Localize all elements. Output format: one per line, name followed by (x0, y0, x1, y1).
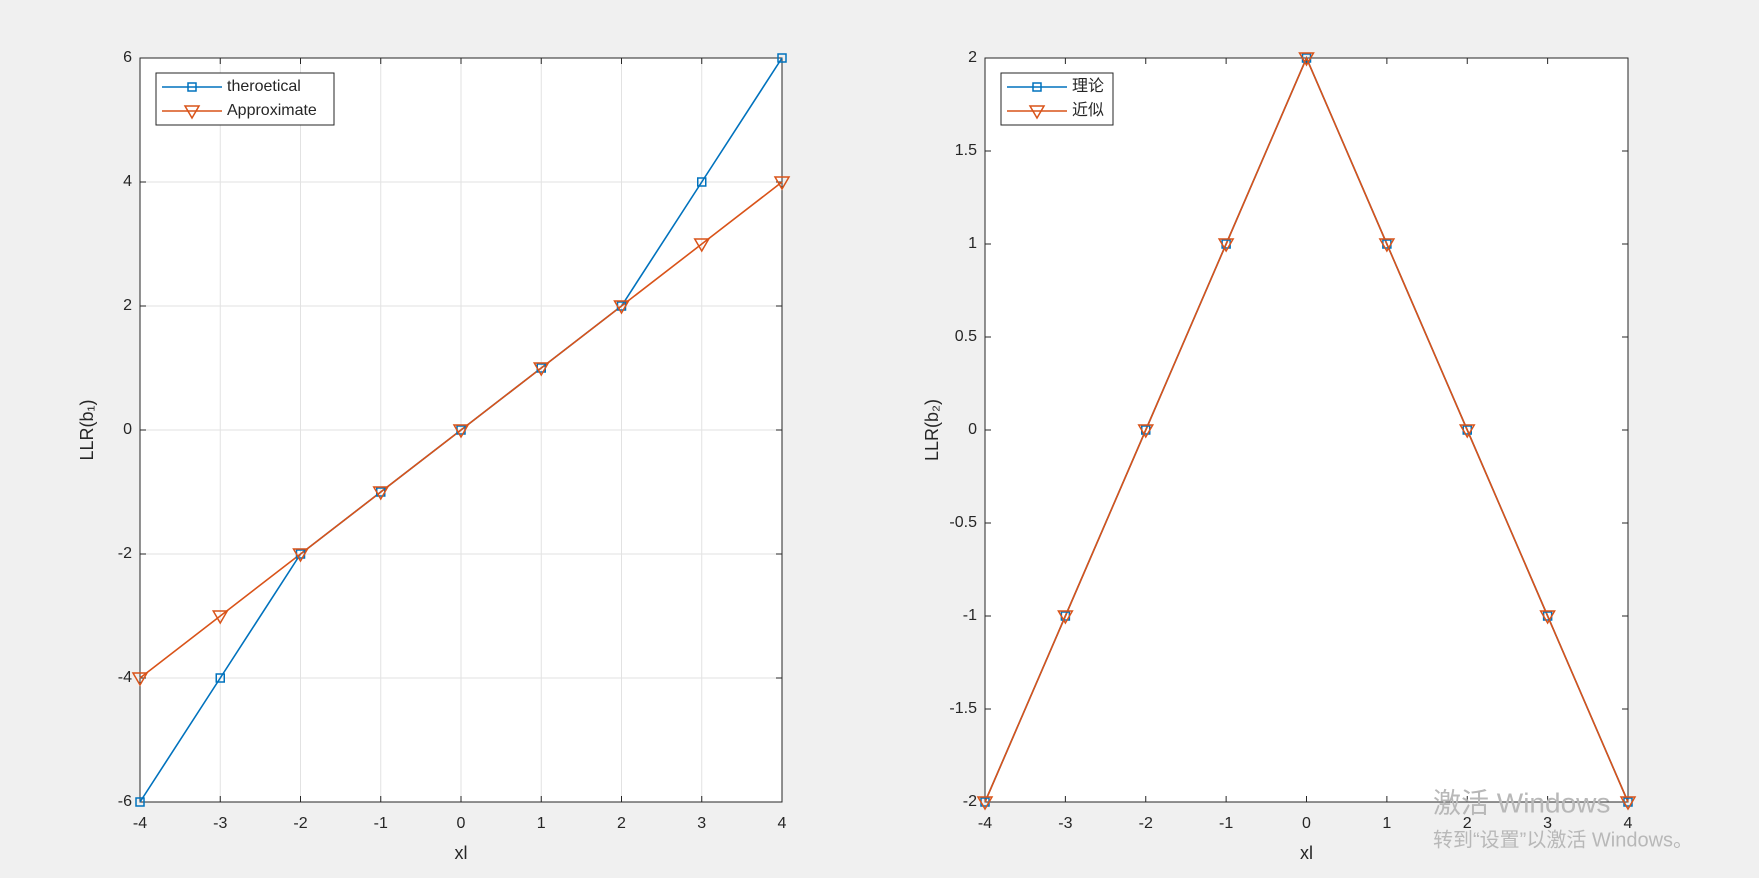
marker (1378, 238, 1396, 253)
x-tick-label: 2 (617, 815, 626, 832)
marker (135, 797, 145, 807)
series-line (139, 181, 783, 679)
marker (1619, 796, 1637, 811)
watermark-subtitle: 转到“设置”以激活 Windows。 (1433, 828, 1693, 851)
x-tick-label: 1 (1382, 815, 1391, 832)
marker (532, 362, 550, 377)
y-axis-label: LLR(b₁) (77, 399, 97, 460)
marker (777, 53, 787, 63)
y-tick-label: 0 (123, 421, 132, 438)
legend-box (1000, 72, 1114, 126)
marker (1458, 424, 1476, 439)
legend-label: 近似 (1072, 101, 1104, 119)
y-tick-label: 4 (123, 173, 132, 190)
y-tick-label: -0.5 (949, 514, 977, 531)
legend-label: theroetical (227, 78, 301, 95)
x-tick-label: -3 (1058, 815, 1072, 832)
y-tick-label: -1 (963, 607, 977, 624)
marker (187, 82, 197, 92)
x-tick-label: 3 (697, 815, 706, 832)
x-tick-label: 3 (1543, 815, 1552, 832)
legend-label: 理论 (1072, 77, 1104, 95)
marker (215, 673, 225, 683)
y-axis-label: LLR(b₂) (922, 399, 942, 461)
marker (1028, 105, 1046, 120)
x-axis-label: xl (1300, 843, 1313, 863)
marker (1217, 238, 1235, 253)
y-tick-label: -2 (963, 793, 977, 810)
y-tick-label: 1 (968, 235, 977, 252)
x-tick-label: -3 (213, 815, 227, 832)
marker (1057, 610, 1074, 625)
x-tick-label: -1 (1219, 815, 1233, 832)
marker (613, 300, 630, 315)
y-tick-label: 6 (123, 49, 132, 66)
x-tick-label: -2 (293, 815, 307, 832)
y-tick-label: 1.5 (955, 142, 977, 159)
x-tick-label: -4 (133, 815, 147, 832)
marker (131, 672, 149, 687)
marker (452, 424, 470, 439)
x-tick-label: -4 (978, 815, 992, 832)
marker (1137, 424, 1155, 439)
marker (1539, 610, 1556, 625)
watermark-title: 激活 Windows (1433, 787, 1610, 818)
y-tick-label: 2 (968, 49, 977, 66)
marker (1298, 52, 1315, 67)
x-tick-label: 4 (778, 815, 787, 832)
y-tick-label: -4 (118, 669, 132, 686)
marker (697, 177, 707, 187)
x-tick-label: -2 (1139, 815, 1153, 832)
x-tick-label: 2 (1463, 815, 1472, 832)
plot-area (985, 58, 1628, 802)
y-tick-label: 0.5 (955, 328, 977, 345)
marker (211, 610, 229, 625)
marker (372, 486, 390, 501)
y-tick-label: -1.5 (949, 700, 977, 717)
legend-box (155, 72, 335, 126)
y-tick-label: 0 (968, 421, 977, 438)
marker (773, 176, 791, 191)
y-tick-label: -2 (118, 545, 132, 562)
marker (693, 238, 711, 253)
legend-label: Approximate (227, 102, 317, 119)
x-tick-label: 0 (1302, 815, 1311, 832)
x-tick-label: 1 (537, 815, 546, 832)
y-tick-label: 2 (123, 297, 132, 314)
marker (1032, 82, 1042, 92)
marker (292, 548, 309, 563)
axes-box (139, 57, 783, 803)
marker (976, 796, 994, 811)
x-tick-label: 0 (457, 815, 466, 832)
marker (183, 105, 201, 120)
x-axis-label: xl (455, 843, 468, 863)
x-tick-label: -1 (374, 815, 388, 832)
y-tick-label: -6 (118, 793, 132, 810)
series-line (984, 55, 1629, 803)
x-tick-label: 4 (1624, 815, 1633, 832)
